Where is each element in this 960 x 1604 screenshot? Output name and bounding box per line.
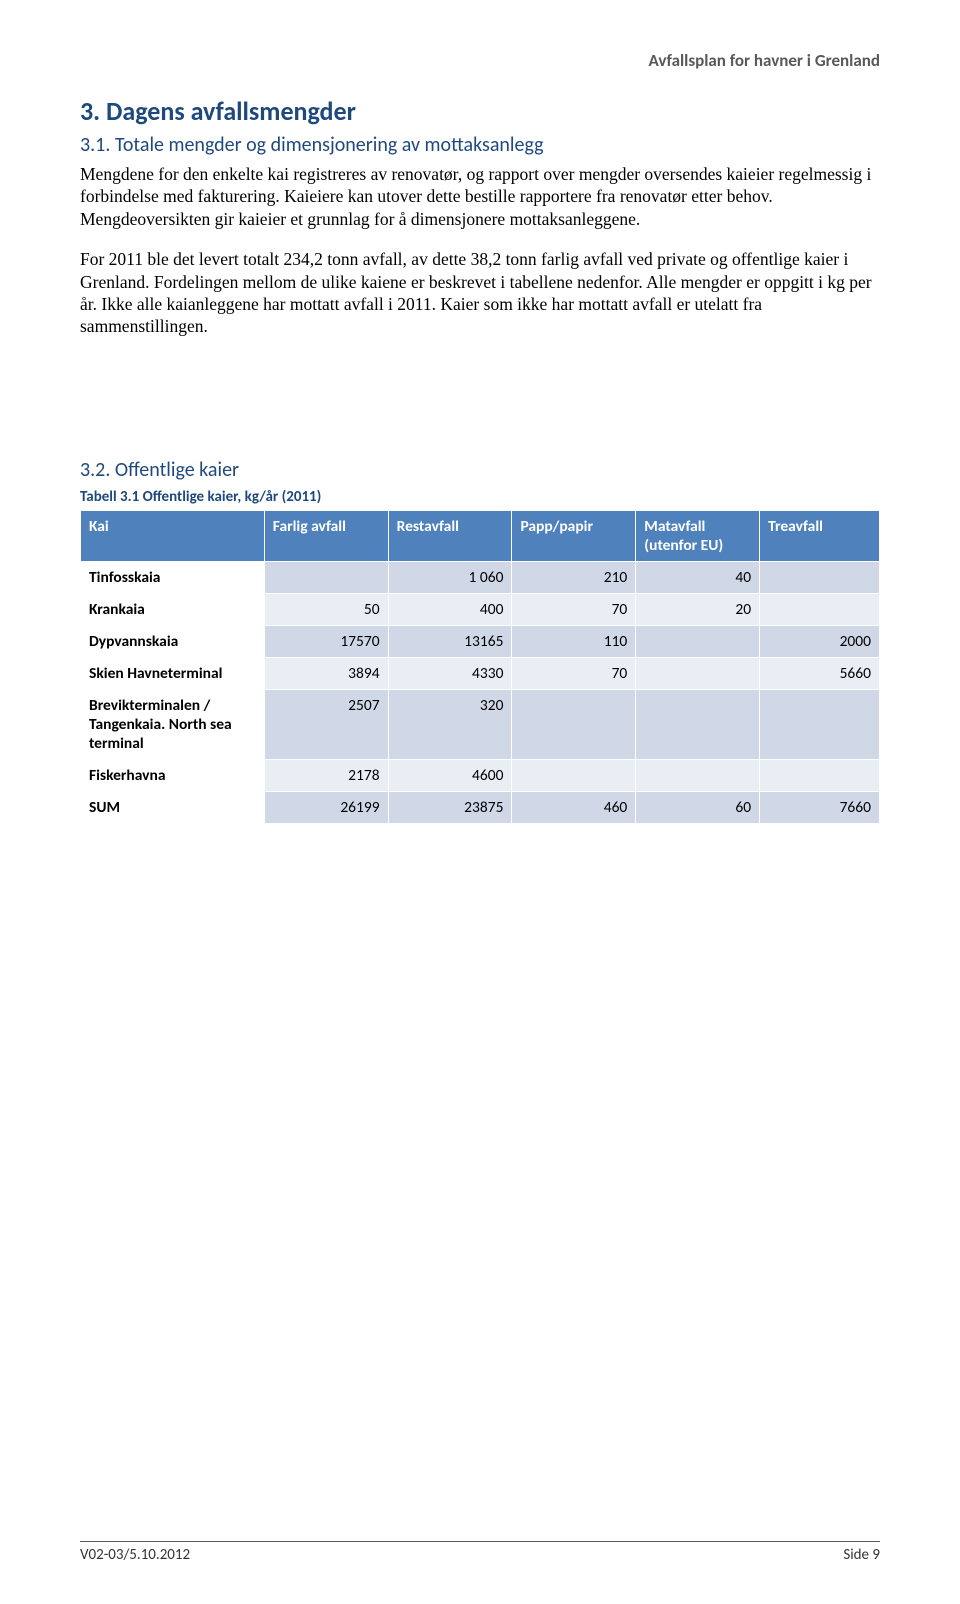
table-row-label: Brevikterminalen / Tangenkaia. North sea… (81, 689, 265, 759)
table-row-label: Dypvannskaia (81, 625, 265, 657)
table-cell (264, 561, 388, 593)
table-row-label: Fiskerhavna (81, 759, 265, 791)
table-3-1-caption: Tabell 3.1 Offentlige kaier, kg/år (2011… (80, 488, 880, 506)
table-cell (760, 593, 880, 625)
table-cell: 7660 (760, 791, 880, 823)
table-cell: 210 (512, 561, 636, 593)
table-row-label: Krankaia (81, 593, 265, 625)
table-cell: 110 (512, 625, 636, 657)
table-header-cell: Kai (81, 510, 265, 561)
table-cell (636, 657, 760, 689)
table-cell: 3894 (264, 657, 388, 689)
table-header-cell: Matavfall (utenfor EU) (636, 510, 760, 561)
section-3-2-heading: 3.2. Offentlige kaier (80, 458, 880, 482)
table-cell: 70 (512, 657, 636, 689)
section-3-heading: 3. Dagens avfallsmengder (80, 95, 880, 127)
section-3-1-heading: 3.1. Totale mengder og dimensjonering av… (80, 133, 880, 157)
table-cell: 50 (264, 593, 388, 625)
table-cell: 60 (636, 791, 760, 823)
table-cell: 4330 (388, 657, 512, 689)
table-cell: 1 060 (388, 561, 512, 593)
table-cell: 4600 (388, 759, 512, 791)
footer-right: Side 9 (843, 1546, 880, 1564)
table-3-1: KaiFarlig avfallRestavfallPapp/papirMata… (80, 510, 880, 824)
page-footer: V02-03/5.10.2012 Side 9 (80, 1541, 880, 1564)
table-cell: 17570 (264, 625, 388, 657)
table-cell: 26199 (264, 791, 388, 823)
doc-header-title: Avfallsplan for havner i Grenland (80, 50, 880, 71)
table-cell: 460 (512, 791, 636, 823)
table-header-cell: Farlig avfall (264, 510, 388, 561)
table-row-label: Tinfosskaia (81, 561, 265, 593)
table-cell: 70 (512, 593, 636, 625)
table-cell: 2000 (760, 625, 880, 657)
table-header-cell: Treavfall (760, 510, 880, 561)
section-3-1-para-2: For 2011 ble det levert totalt 234,2 ton… (80, 248, 880, 338)
table-cell: 20 (636, 593, 760, 625)
table-cell (760, 689, 880, 759)
table-cell: 400 (388, 593, 512, 625)
table-header-cell: Papp/papir (512, 510, 636, 561)
table-cell (760, 561, 880, 593)
section-3-1-para-1: Mengdene for den enkelte kai registreres… (80, 163, 880, 230)
table-cell (636, 759, 760, 791)
table-cell (512, 759, 636, 791)
table-cell (636, 625, 760, 657)
table-cell (760, 759, 880, 791)
table-row-label: SUM (81, 791, 265, 823)
table-header-cell: Restavfall (388, 510, 512, 561)
table-cell: 5660 (760, 657, 880, 689)
table-row-label: Skien Havneterminal (81, 657, 265, 689)
table-cell: 40 (636, 561, 760, 593)
table-cell: 2507 (264, 689, 388, 759)
table-cell (512, 689, 636, 759)
table-cell: 320 (388, 689, 512, 759)
table-cell (636, 689, 760, 759)
table-cell: 13165 (388, 625, 512, 657)
table-cell: 2178 (264, 759, 388, 791)
table-cell: 23875 (388, 791, 512, 823)
footer-left: V02-03/5.10.2012 (80, 1546, 190, 1564)
